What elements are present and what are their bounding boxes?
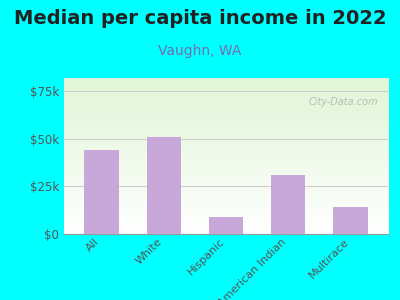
Text: Median per capita income in 2022: Median per capita income in 2022	[14, 9, 386, 28]
Text: City-Data.com: City-Data.com	[309, 97, 378, 107]
Bar	[209, 217, 243, 234]
Bar	[84, 150, 118, 234]
Bar	[334, 207, 368, 234]
Bar	[271, 175, 306, 234]
Bar	[146, 137, 181, 234]
Text: Vaughn, WA: Vaughn, WA	[158, 44, 242, 58]
